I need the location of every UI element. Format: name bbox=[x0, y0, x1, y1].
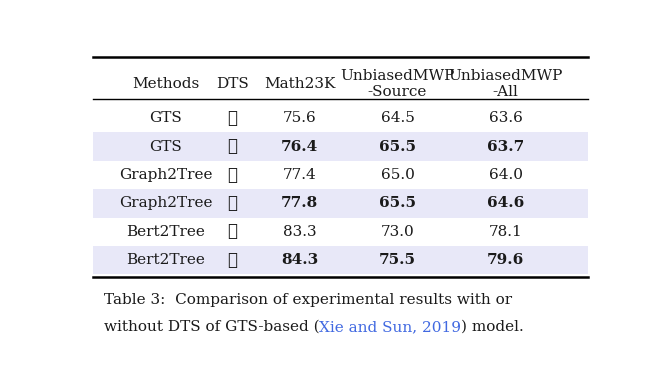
Text: ) model.: ) model. bbox=[462, 320, 524, 334]
Text: 77.8: 77.8 bbox=[281, 196, 319, 210]
Text: Bert2Tree: Bert2Tree bbox=[126, 225, 205, 239]
Text: 64.0: 64.0 bbox=[489, 168, 523, 182]
Text: Graph2Tree: Graph2Tree bbox=[119, 196, 212, 210]
Text: 77.4: 77.4 bbox=[283, 168, 317, 182]
Text: 65.5: 65.5 bbox=[379, 140, 416, 154]
Text: 75.6: 75.6 bbox=[283, 111, 317, 125]
Text: without DTS of GTS-based (: without DTS of GTS-based ( bbox=[104, 320, 319, 334]
Text: 65.5: 65.5 bbox=[379, 196, 416, 210]
Text: ✓: ✓ bbox=[227, 252, 237, 268]
Text: ✓: ✓ bbox=[227, 138, 237, 155]
Text: ✗: ✗ bbox=[227, 110, 237, 127]
Text: 84.3: 84.3 bbox=[281, 253, 319, 267]
Text: 73.0: 73.0 bbox=[380, 225, 414, 239]
Text: Table 3:  Comparison of experimental results with or: Table 3: Comparison of experimental resu… bbox=[104, 293, 512, 307]
Text: 83.3: 83.3 bbox=[283, 225, 317, 239]
FancyBboxPatch shape bbox=[93, 189, 589, 218]
Text: GTS: GTS bbox=[149, 111, 182, 125]
Text: 76.4: 76.4 bbox=[281, 140, 319, 154]
Text: 63.7: 63.7 bbox=[487, 140, 525, 154]
Text: UnbiasedMWP
-All: UnbiasedMWP -All bbox=[449, 69, 563, 99]
Text: 75.5: 75.5 bbox=[379, 253, 416, 267]
Text: 64.5: 64.5 bbox=[380, 111, 414, 125]
Text: GTS: GTS bbox=[149, 140, 182, 154]
Text: ✓: ✓ bbox=[227, 195, 237, 212]
Text: 78.1: 78.1 bbox=[489, 225, 523, 239]
Text: 63.6: 63.6 bbox=[489, 111, 523, 125]
Text: Math23K: Math23K bbox=[264, 77, 335, 91]
Text: ✗: ✗ bbox=[227, 223, 237, 240]
Text: Graph2Tree: Graph2Tree bbox=[119, 168, 212, 182]
Text: Xie and Sun, 2019: Xie and Sun, 2019 bbox=[319, 320, 462, 334]
Text: 65.0: 65.0 bbox=[380, 168, 414, 182]
Text: UnbiasedMWP
-Source: UnbiasedMWP -Source bbox=[340, 69, 455, 99]
FancyBboxPatch shape bbox=[93, 246, 589, 274]
FancyBboxPatch shape bbox=[93, 132, 589, 161]
Text: DTS: DTS bbox=[216, 77, 249, 91]
Text: Methods: Methods bbox=[132, 77, 200, 91]
Text: 79.6: 79.6 bbox=[487, 253, 525, 267]
Text: 64.6: 64.6 bbox=[487, 196, 525, 210]
Text: ✗: ✗ bbox=[227, 166, 237, 184]
Text: Bert2Tree: Bert2Tree bbox=[126, 253, 205, 267]
